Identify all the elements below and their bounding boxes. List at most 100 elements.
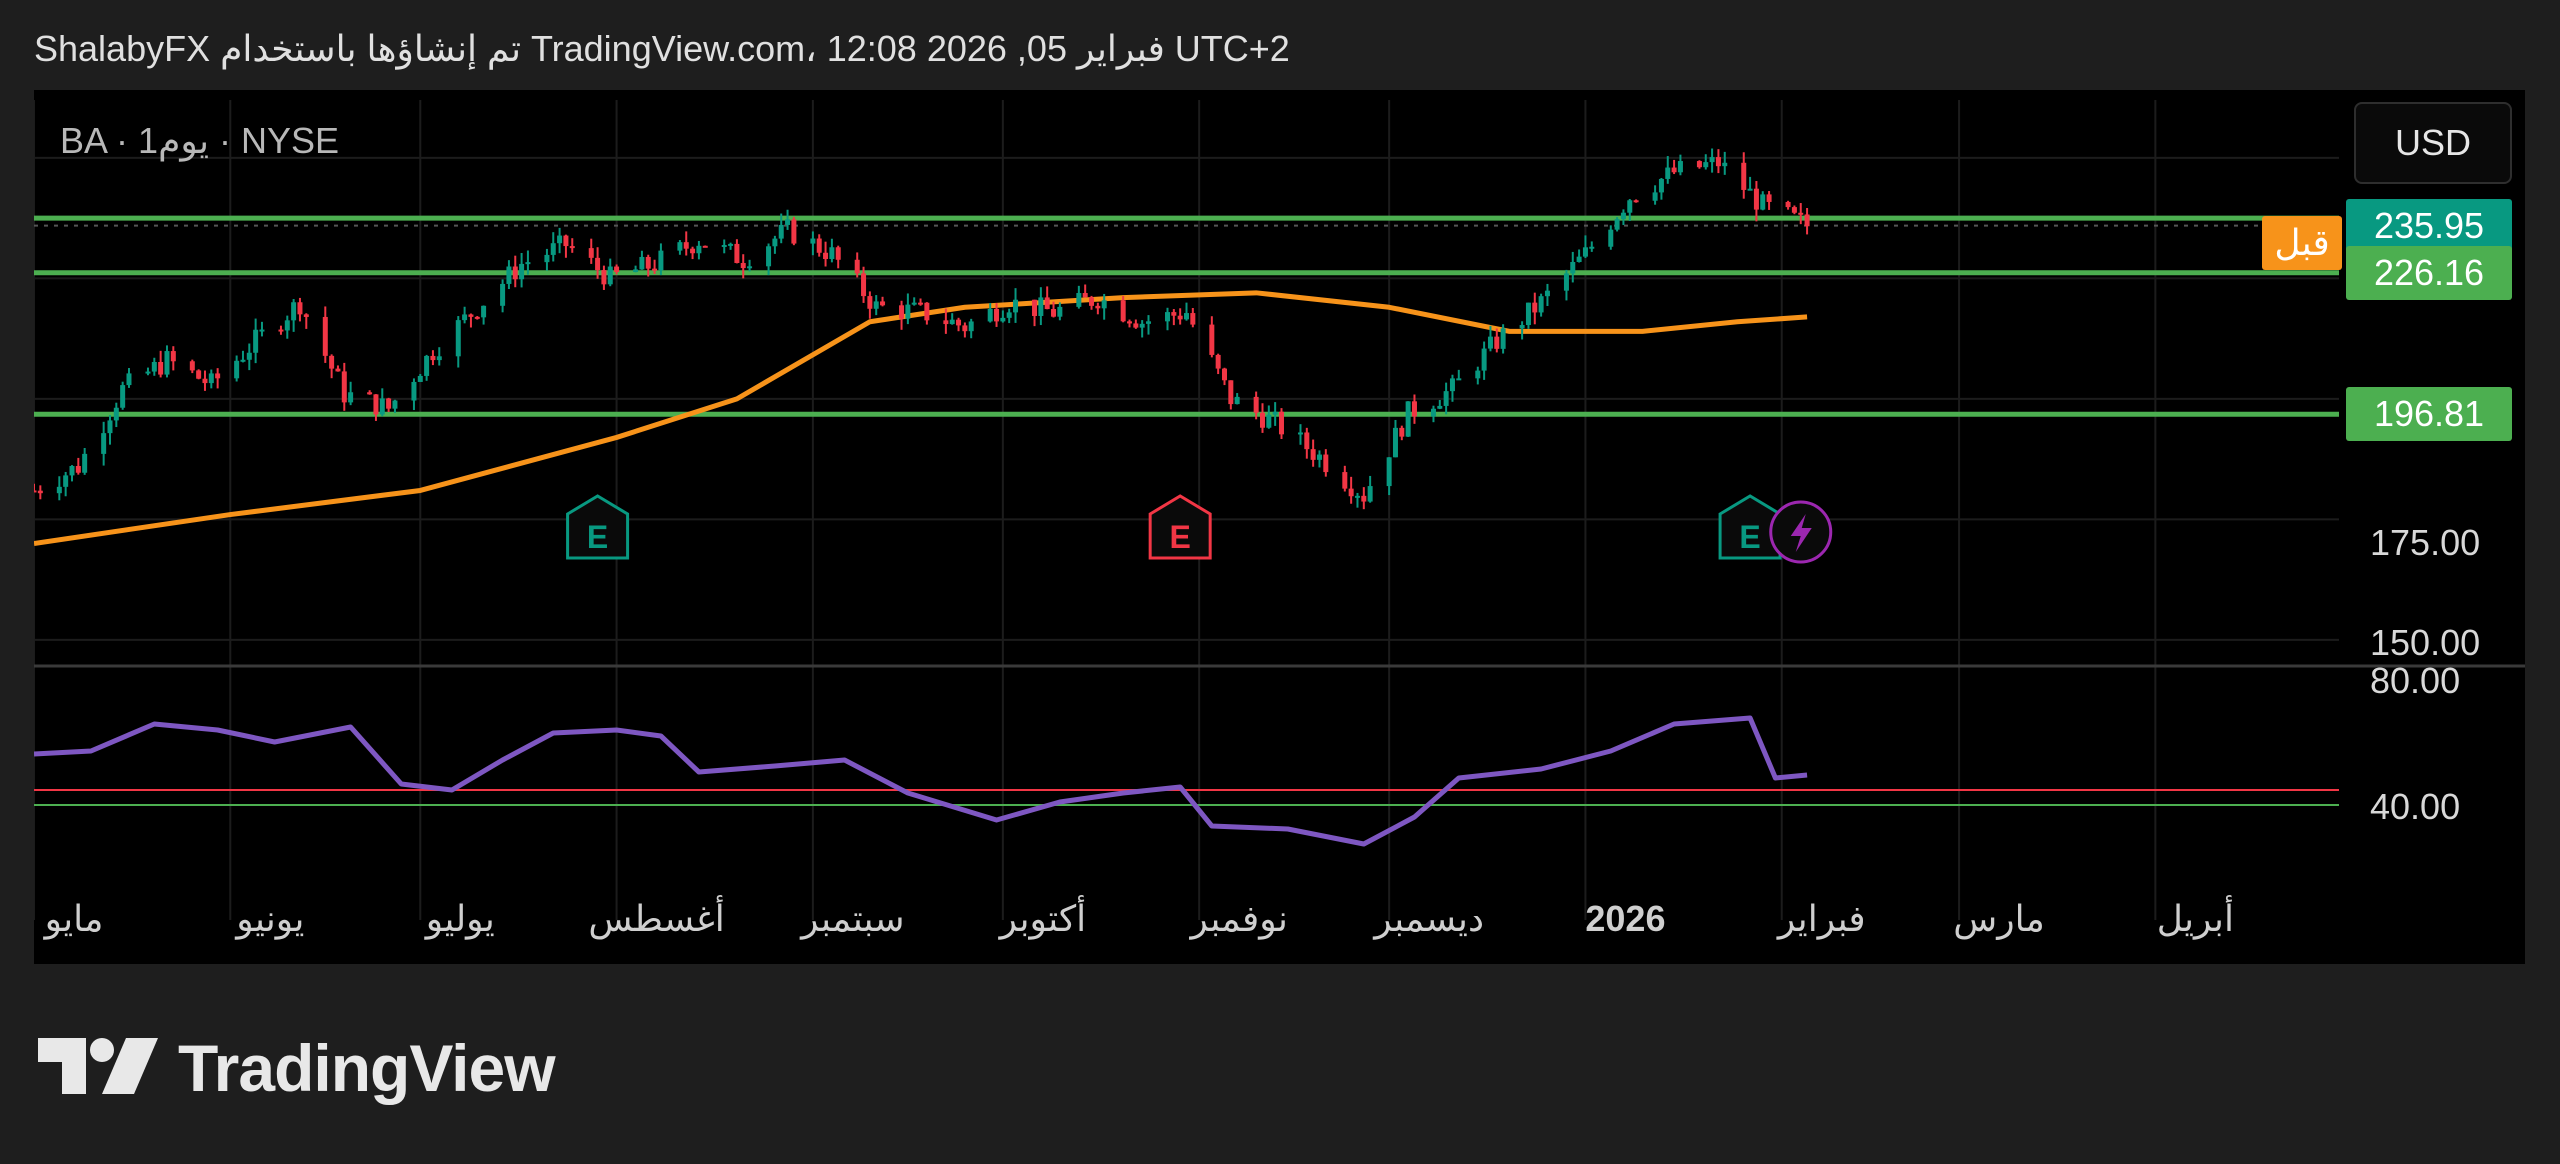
time-axis-label: أكتوبر [999, 898, 1087, 939]
candle-body [1221, 368, 1227, 381]
candle-body [1696, 161, 1702, 168]
candle-body [379, 398, 385, 415]
candle-body [1057, 306, 1063, 317]
candle-body [291, 302, 297, 321]
candle-body [56, 486, 62, 494]
candle-body [1348, 488, 1354, 497]
candle-body [1038, 297, 1044, 316]
candle-body [1127, 321, 1133, 324]
candle-body [1228, 380, 1234, 405]
candle-body [601, 270, 607, 285]
candle-body [1791, 207, 1797, 213]
candle-body [506, 266, 512, 284]
candle-body [873, 301, 879, 309]
candle-body [1722, 162, 1728, 167]
candle-body [1760, 194, 1766, 210]
candle-body [823, 252, 829, 260]
candle-body [1544, 290, 1550, 297]
candle-body [234, 360, 240, 379]
candle-body [1798, 212, 1804, 215]
candle-body [417, 375, 423, 382]
candle-body [607, 266, 613, 285]
candle-body [208, 373, 214, 384]
price-axis-label: 175.00 [2370, 522, 2481, 563]
candle-body [588, 248, 594, 258]
candle-body [1082, 293, 1088, 298]
horizontal-levels [34, 215, 2339, 417]
candle-body [1608, 229, 1614, 247]
tradingview-logo-icon [38, 1038, 158, 1094]
earnings-flag-letter: E [1169, 519, 1190, 555]
rsi-axis-label: 40.00 [2370, 786, 2461, 827]
candle-body [1741, 162, 1747, 190]
time-axis-label: سبتمبر [801, 898, 905, 939]
earnings-flag-icon: E [566, 494, 630, 560]
candle-body [1146, 321, 1152, 324]
candle-body [956, 319, 962, 326]
candle-body [1006, 312, 1012, 318]
chart-panel[interactable]: EEE BA · 1يوم · NYSE USD قبل 236.23235.9… [34, 90, 2525, 964]
candle-body [1633, 200, 1639, 203]
time-axis-label: يونيو [236, 898, 305, 939]
currency-button[interactable]: USD [2354, 102, 2512, 184]
candle-body [962, 325, 968, 332]
candle-body [766, 246, 772, 267]
candle-body [696, 245, 702, 254]
candle-body [1342, 472, 1348, 489]
time-axis-label: 2026 [1585, 898, 1666, 939]
candle-body [1677, 161, 1683, 173]
candle-body [1209, 324, 1215, 355]
candle-body [569, 246, 575, 249]
candle-body [1437, 405, 1443, 409]
earnings-flag-letter: E [1739, 519, 1760, 555]
candle-body [829, 247, 835, 260]
candle-body [867, 296, 873, 309]
candle-body [69, 466, 75, 476]
candle-body [1785, 201, 1791, 208]
candle-body [645, 256, 651, 269]
candle-body [1354, 495, 1360, 498]
candle-body [563, 235, 569, 247]
candle-body [411, 381, 417, 401]
candle-body [1481, 348, 1487, 371]
moving-average-line [34, 290, 1808, 546]
candle-body [386, 398, 392, 409]
candle-body [1297, 432, 1303, 435]
candle-body [335, 368, 341, 372]
last-price-tag: 235.95 [2346, 198, 2512, 253]
candle-body [348, 392, 354, 403]
earnings-flag-icon: E [1148, 494, 1212, 560]
candle-body [1430, 408, 1436, 417]
candle-body [1519, 325, 1525, 329]
candle-body [835, 247, 841, 260]
candle-body [785, 219, 791, 225]
candle-body [639, 256, 645, 270]
candle-body [1563, 273, 1569, 291]
candle-body [436, 356, 442, 361]
candle-body [911, 302, 917, 305]
chart-header: ShalabyFX تم إنشاؤها باستخدام TradingVie… [34, 28, 1290, 69]
candle-body [1747, 188, 1753, 191]
candle-body [677, 242, 683, 251]
symbol-label[interactable]: BA · 1يوم · NYSE [60, 120, 339, 161]
tradingview-brand: TradingView [38, 1030, 556, 1106]
candle-body [253, 329, 259, 353]
candle-body [474, 316, 480, 319]
candle-body [1532, 302, 1538, 313]
candle-body [1120, 300, 1126, 322]
earnings-flag-letter: E [587, 519, 608, 555]
candle-body [424, 355, 430, 376]
candle-body [728, 243, 734, 246]
candle-body [34, 490, 37, 493]
candle-body [37, 490, 43, 494]
candle-body [614, 266, 620, 273]
candle-body [63, 475, 69, 487]
candle-body [1032, 299, 1038, 316]
candle-body [1304, 432, 1310, 450]
candle-body [816, 238, 822, 253]
candle-body [196, 370, 202, 379]
candle-body [512, 266, 518, 280]
candle-body [164, 351, 170, 375]
candle-body [1323, 454, 1329, 473]
